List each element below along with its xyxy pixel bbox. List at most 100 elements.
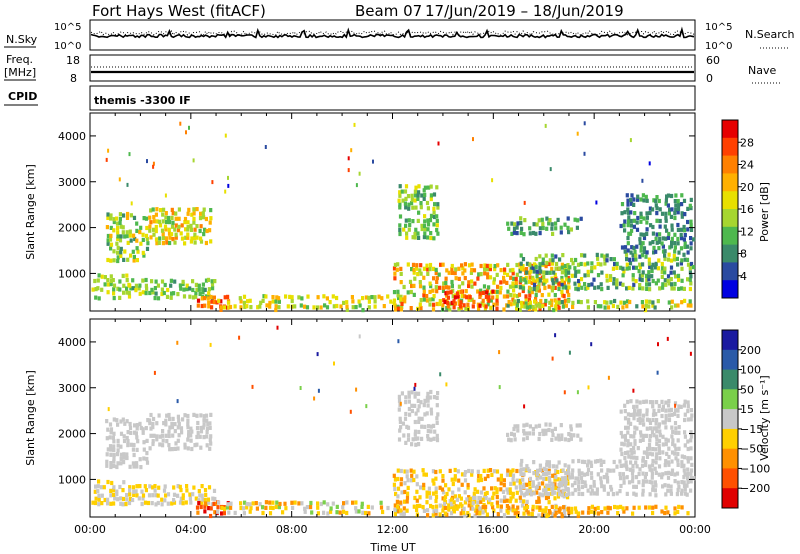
- range-cell: [429, 231, 432, 235]
- range-cell: [495, 307, 498, 311]
- range-cell: [472, 496, 475, 500]
- range-cell: [264, 506, 267, 510]
- range-cell: [633, 211, 636, 215]
- range-cell: [613, 505, 616, 509]
- range-cell: [566, 226, 569, 230]
- range-cell: [155, 225, 158, 229]
- range-cell: [667, 471, 670, 475]
- range-cell: [586, 472, 589, 476]
- range-cell: [677, 431, 680, 435]
- range-cell: [593, 286, 596, 290]
- range-cell: [683, 403, 686, 407]
- range-cell: [423, 231, 426, 235]
- range-cell: [550, 267, 553, 271]
- range-cell: [97, 502, 100, 506]
- range-cell: [345, 500, 348, 504]
- range-cell: [641, 278, 644, 282]
- range-cell: [126, 443, 129, 447]
- colorbar-tick-label: 16: [740, 203, 754, 216]
- range-cell: [624, 416, 627, 420]
- range-cell: [202, 215, 205, 219]
- range-cell: [623, 442, 626, 446]
- range-cell: [322, 511, 325, 515]
- range-cell: [532, 278, 535, 282]
- range-cell: [513, 433, 516, 437]
- range-cell: [498, 350, 500, 354]
- range-cell: [435, 509, 438, 513]
- range-cell: [136, 439, 139, 443]
- range-cell: [639, 241, 642, 245]
- range-cell: [670, 459, 673, 463]
- range-cell: [383, 304, 386, 308]
- range-cell: [426, 227, 429, 231]
- range-cell: [135, 489, 138, 493]
- range-cell: [512, 288, 515, 292]
- range-cell: [667, 232, 670, 236]
- range-cell: [445, 492, 448, 496]
- range-cell: [560, 226, 563, 230]
- range-cell: [515, 281, 518, 285]
- range-cell: [629, 422, 632, 426]
- range-cell: [677, 199, 680, 203]
- range-cell: [161, 429, 164, 433]
- range-cell: [100, 485, 103, 489]
- range-cell: [657, 371, 659, 375]
- range-cell: [686, 511, 689, 515]
- range-cell: [195, 443, 198, 447]
- range-cell: [647, 270, 650, 274]
- range-cell: [407, 433, 410, 437]
- range-cell: [436, 232, 439, 236]
- range-cell: [195, 435, 198, 439]
- range-cell: [506, 433, 509, 437]
- range-cell: [668, 253, 671, 257]
- range-cell: [416, 231, 419, 235]
- range-cell: [659, 225, 662, 229]
- range-cell: [408, 413, 411, 417]
- range-cell: [94, 501, 97, 505]
- range-cell: [109, 237, 112, 241]
- range-cell: [581, 492, 584, 496]
- range-cell: [393, 483, 396, 487]
- range-cell: [404, 400, 407, 404]
- range-cell: [616, 511, 619, 515]
- range-cell: [209, 221, 212, 225]
- range-cell: [189, 497, 192, 501]
- range-cell: [430, 193, 433, 197]
- range-cell: [470, 279, 473, 283]
- range-cell: [112, 464, 115, 468]
- range-cell: [654, 488, 657, 492]
- range-cell: [456, 291, 459, 295]
- nsky-label: N.Sky: [6, 33, 38, 46]
- range-cell: [196, 236, 199, 240]
- range-cell: [115, 217, 118, 221]
- range-cell: [667, 476, 670, 480]
- range-cell: [467, 483, 470, 487]
- range-cell: [459, 304, 462, 308]
- range-cell: [541, 218, 544, 222]
- range-cell: [422, 286, 425, 290]
- range-cell: [182, 288, 185, 292]
- range-cell: [132, 448, 135, 452]
- range-cell: [523, 493, 526, 497]
- range-cell: [580, 217, 583, 221]
- range-cell: [155, 292, 158, 296]
- range-cell: [148, 229, 151, 233]
- range-cell: [436, 438, 439, 442]
- range-cell: [590, 261, 593, 265]
- range-cell: [152, 439, 155, 443]
- range-cell: [667, 403, 670, 407]
- colorbar-tick-label: −200: [740, 482, 770, 495]
- range-cell: [186, 414, 189, 418]
- range-cell: [194, 295, 197, 299]
- range-cell: [500, 268, 503, 272]
- range-cell: [522, 485, 525, 489]
- range-cell: [422, 276, 425, 280]
- range-cell: [145, 226, 148, 230]
- range-cell: [149, 446, 152, 450]
- range-cell: [555, 511, 558, 515]
- range-cell: [520, 301, 523, 305]
- range-cell: [332, 294, 335, 298]
- range-cell: [423, 509, 426, 513]
- range-cell: [477, 470, 480, 474]
- range-cell: [445, 382, 447, 386]
